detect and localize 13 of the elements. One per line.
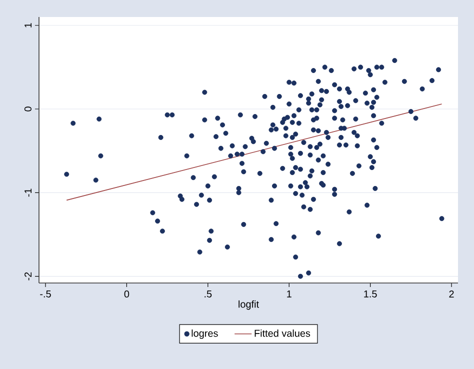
legend-label: Fitted values xyxy=(254,330,310,337)
x-tick-label: -.5 xyxy=(40,290,51,298)
x-tick-label: 0 xyxy=(124,290,130,298)
x-tick-label: .5 xyxy=(204,290,212,298)
y-tick-label: 1 xyxy=(24,23,32,28)
x-tick-label: 1 xyxy=(287,290,292,298)
y-tick-label: 0 xyxy=(24,106,32,112)
x-tick-label: 1.5 xyxy=(364,290,377,298)
legend-label: logres xyxy=(192,330,218,339)
x-axis-title: logfit xyxy=(238,300,259,310)
y-tick-label: -1 xyxy=(24,188,32,197)
x-tick-label: 2 xyxy=(449,290,454,298)
y-tick-label: -2 xyxy=(24,272,32,280)
